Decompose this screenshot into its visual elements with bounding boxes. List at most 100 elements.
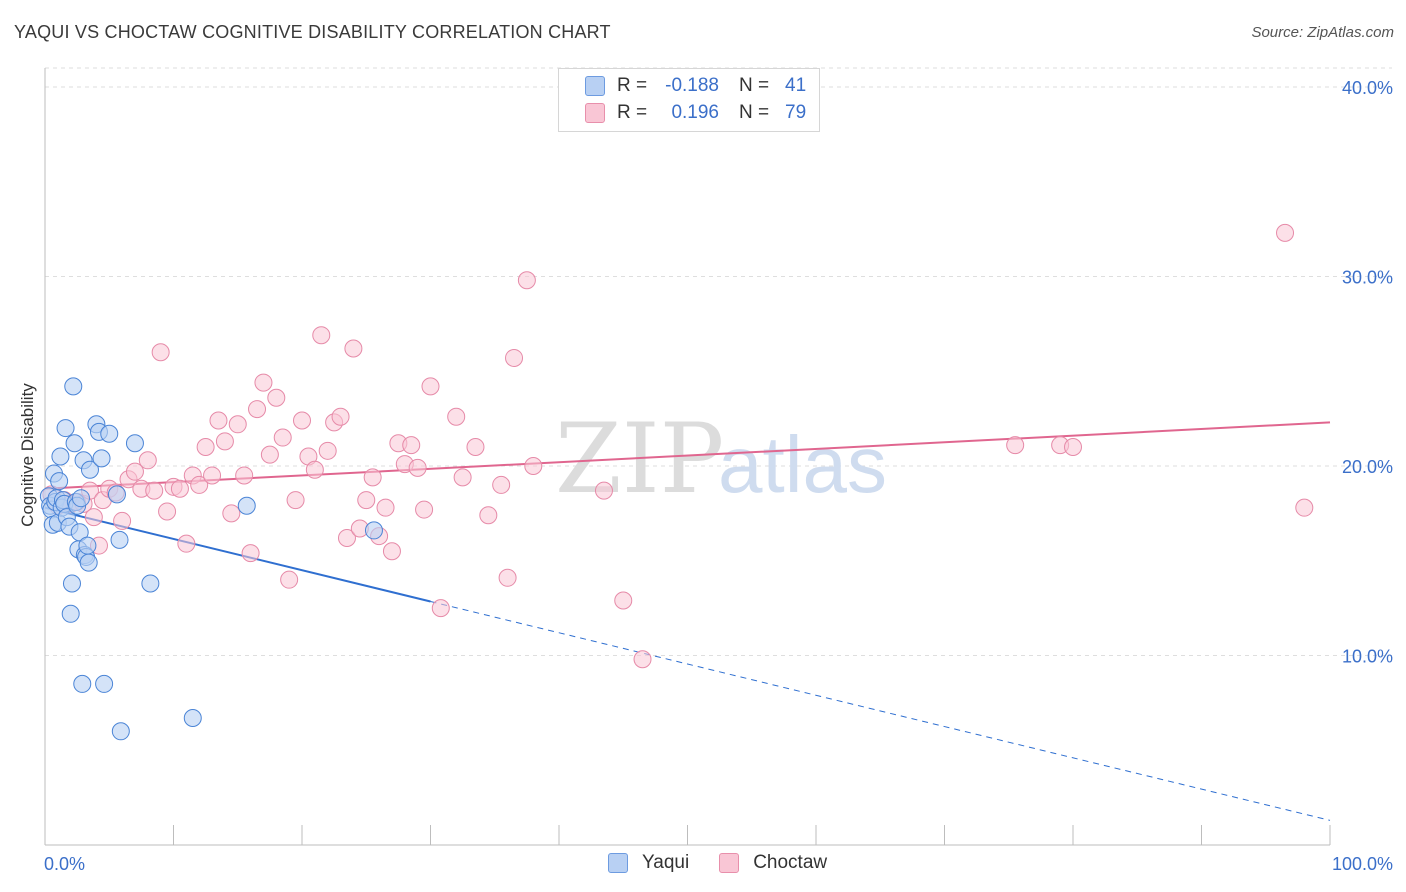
choctaw-point [145,481,164,500]
choctaw-point [170,479,189,498]
choctaw-point [222,504,241,523]
choctaw-point [1276,223,1295,242]
n-label: N = [739,75,770,96]
r-value: -0.188 [665,75,719,96]
yaqui-point [64,377,83,396]
yaqui-point [51,447,70,466]
choctaw-point [312,326,331,345]
r-label: R = [617,102,648,123]
x-tick-label: 100.0% [1332,854,1393,874]
choctaw-point [151,343,170,362]
yaqui-point [95,674,114,693]
n-label: N = [739,102,770,123]
choctaw-point [260,445,279,464]
choctaw-point [402,436,421,455]
choctaw-point [158,502,177,521]
choctaw-point [138,451,157,470]
choctaw-point [84,508,103,527]
choctaw-point [331,407,350,426]
tick-labels: 10.0% 20.0% 30.0% 40.0% 0.0% 100.0% [44,78,1393,874]
choctaw-point [517,271,536,290]
data-points [39,223,1314,741]
yaqui-point [71,489,90,508]
choctaw-point [479,506,498,525]
grid-lines [45,67,1392,656]
yaqui-point [79,553,98,572]
choctaw-point [209,411,228,430]
yaqui-point [237,496,256,515]
choctaw-point [196,438,215,457]
choctaw-point [421,377,440,396]
choctaw-point [241,544,260,563]
yaqui-trend-extension [430,600,1331,821]
choctaw-point [248,400,267,419]
choctaw-point [190,475,209,494]
choctaw-point [305,460,324,479]
yaqui-point [111,722,130,741]
legend-label-yaqui: Yaqui [642,852,690,873]
y-tick-label: 20.0% [1342,457,1393,477]
yaqui-point [61,604,80,623]
choctaw-point [203,466,222,485]
choctaw-swatch [585,103,605,123]
y-tick-label: 30.0% [1342,267,1393,287]
choctaw-point [1006,436,1025,455]
choctaw-point [382,542,401,561]
choctaw-point [498,568,517,587]
yaqui-point [183,709,202,728]
n-value: 41 [785,75,807,96]
axes [44,68,1331,846]
y-tick-label: 10.0% [1342,646,1393,666]
choctaw-point [363,468,382,487]
yaqui-point [92,449,111,468]
yaqui-swatch [585,76,605,96]
x-tick-label: 0.0% [44,854,85,874]
watermark-atlas: atlas [718,420,887,509]
choctaw-point [215,432,234,451]
legend-row-choctaw: R = 0.196 N = 79 [585,101,806,125]
choctaw-point [293,411,311,430]
yaqui-point [50,472,69,491]
chart-title: YAQUI VS CHOCTAW COGNITIVE DISABILITY CO… [14,22,611,42]
choctaw-point [376,498,395,517]
yaqui-point [100,424,119,443]
choctaw-point [505,348,524,367]
trend-lines [44,421,1331,821]
choctaw-point [466,438,485,457]
series-legend: Yaqui Choctaw [608,852,857,874]
choctaw-trend-line [44,421,1331,490]
choctaw-point [286,491,305,510]
yaqui-trend-line [44,506,431,603]
choctaw-point [633,650,652,669]
legend-label-choctaw: Choctaw [753,852,828,873]
choctaw-point [337,528,356,547]
source-label: Source: ZipAtlas.com [1251,24,1394,41]
choctaw-point [267,388,286,407]
yaqui-point [125,434,144,453]
yaqui-point [80,460,99,479]
choctaw-point [453,468,472,487]
legend-item-yaqui: Yaqui [608,852,689,874]
y-axis-label: Cognitive Disability [18,383,37,527]
r-value: 0.196 [671,102,719,123]
legend-item-choctaw: Choctaw [719,852,827,874]
yaqui-point [107,485,126,504]
choctaw-point [125,462,144,481]
choctaw-point [431,599,450,618]
choctaw-point [408,458,427,477]
n-value: 79 [785,102,807,123]
yaqui-point [70,523,89,542]
choctaw-point [254,373,273,392]
choctaw-point [113,511,132,530]
choctaw-point [235,466,254,485]
choctaw-point [594,481,613,500]
choctaw-point [415,500,434,519]
legend-row-yaqui: R = -0.188 N = 41 [585,74,806,98]
choctaw-point [1295,498,1314,517]
choctaw-point [357,491,376,510]
choctaw-point [614,591,633,610]
yaqui-point [364,521,383,540]
choctaw-point [318,441,337,460]
choctaw-point [228,415,247,434]
